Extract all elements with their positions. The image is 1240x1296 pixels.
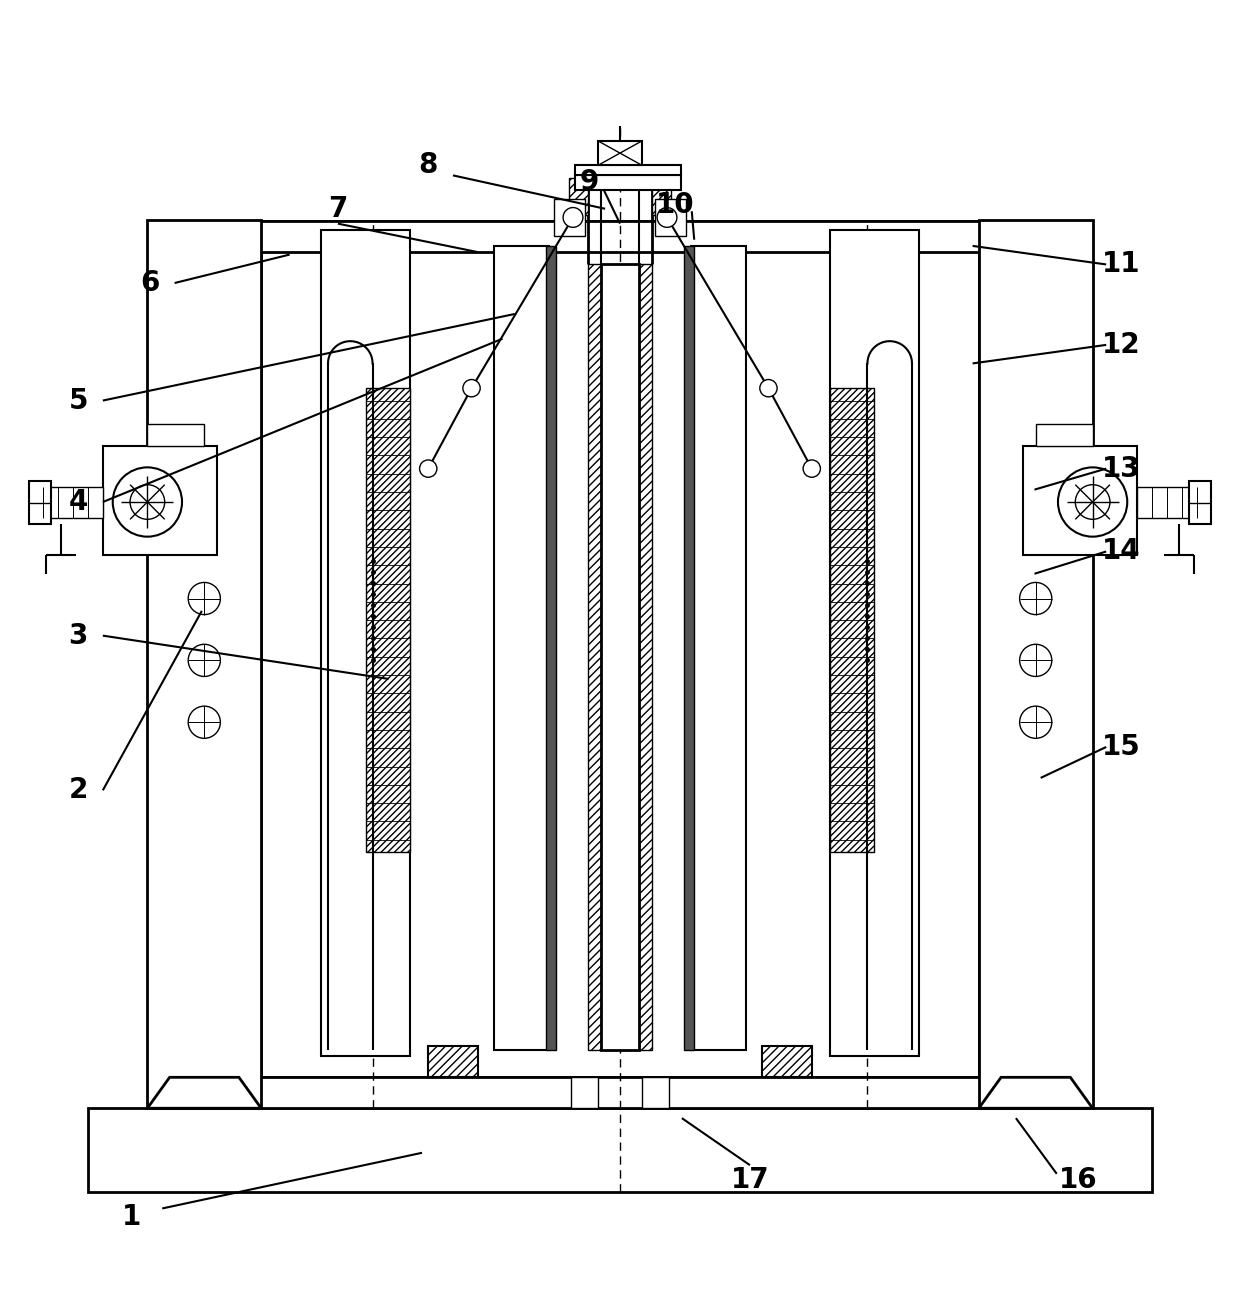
Polygon shape xyxy=(148,1077,262,1108)
Circle shape xyxy=(760,380,777,397)
Bar xyxy=(1137,487,1197,518)
Bar xyxy=(570,1077,598,1108)
Bar xyxy=(569,178,588,215)
Circle shape xyxy=(563,207,583,227)
Circle shape xyxy=(657,207,677,227)
Bar xyxy=(554,198,585,236)
Text: 7: 7 xyxy=(329,194,347,223)
Bar xyxy=(148,424,205,446)
Bar xyxy=(1189,481,1211,525)
Circle shape xyxy=(188,582,221,614)
Circle shape xyxy=(1019,644,1052,677)
Text: 11: 11 xyxy=(1102,250,1141,279)
Bar xyxy=(366,389,409,853)
Circle shape xyxy=(1075,485,1110,520)
Text: 8: 8 xyxy=(419,152,438,179)
Text: 10: 10 xyxy=(656,191,694,219)
Bar xyxy=(684,246,694,1050)
Circle shape xyxy=(804,460,821,477)
Circle shape xyxy=(188,644,221,677)
Bar xyxy=(831,229,919,1056)
Bar xyxy=(193,222,1047,253)
Bar xyxy=(29,481,51,525)
Bar xyxy=(1023,446,1137,555)
Bar xyxy=(691,246,746,1050)
Bar xyxy=(321,229,409,1056)
Text: 1: 1 xyxy=(122,1203,141,1231)
Text: 14: 14 xyxy=(1102,538,1141,565)
Text: 5: 5 xyxy=(68,386,88,415)
Text: 15: 15 xyxy=(1101,734,1141,761)
Bar xyxy=(598,141,642,166)
Text: 16: 16 xyxy=(1059,1166,1097,1194)
Bar xyxy=(831,389,874,853)
Bar xyxy=(575,166,681,175)
Bar xyxy=(575,175,681,191)
Bar xyxy=(642,1077,670,1108)
Bar xyxy=(601,264,639,1050)
Bar xyxy=(103,446,217,555)
Bar xyxy=(588,264,601,1050)
Bar xyxy=(652,178,671,215)
Bar xyxy=(1035,424,1092,446)
Bar xyxy=(148,220,262,1108)
Circle shape xyxy=(188,706,221,739)
Bar xyxy=(88,1108,1152,1192)
Text: 13: 13 xyxy=(1102,455,1141,482)
Bar xyxy=(43,487,103,518)
Text: 6: 6 xyxy=(140,270,160,297)
Bar xyxy=(763,1046,812,1077)
Circle shape xyxy=(1019,706,1052,739)
Circle shape xyxy=(130,485,165,520)
Circle shape xyxy=(1058,468,1127,537)
Polygon shape xyxy=(978,1077,1092,1108)
Bar xyxy=(655,198,686,236)
Bar xyxy=(978,220,1092,1108)
Circle shape xyxy=(463,380,480,397)
Bar xyxy=(193,1077,1047,1108)
Text: 4: 4 xyxy=(68,489,88,516)
Text: 3: 3 xyxy=(68,622,88,649)
Circle shape xyxy=(113,468,182,537)
Circle shape xyxy=(1019,582,1052,614)
Bar xyxy=(546,246,556,1050)
Text: 17: 17 xyxy=(730,1166,769,1194)
Text: 12: 12 xyxy=(1102,330,1141,359)
Bar xyxy=(639,264,652,1050)
Bar xyxy=(262,222,978,1077)
Bar xyxy=(494,246,549,1050)
Circle shape xyxy=(419,460,436,477)
Text: 9: 9 xyxy=(579,167,599,196)
Text: 2: 2 xyxy=(68,776,88,805)
Bar xyxy=(428,1046,477,1077)
